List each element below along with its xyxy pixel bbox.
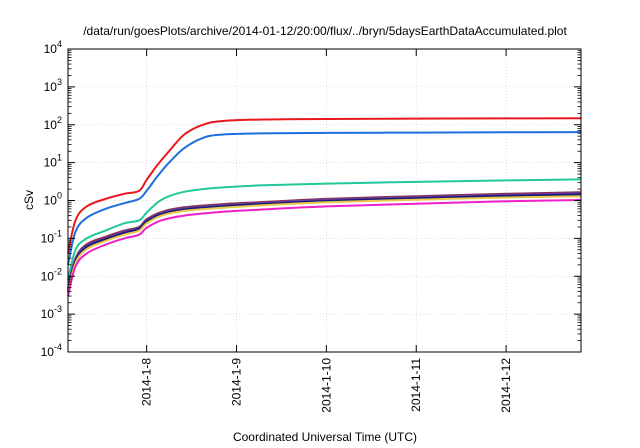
x-tick-label: 2014-1-8: [140, 358, 154, 406]
x-tick-labels: 2014-1-8 2014-1-9 2014-1-10 2014-1-11 2014-1…: [140, 358, 513, 413]
y-tick-label: 104: [44, 39, 62, 56]
axes: [67, 48, 582, 353]
y-tick-label: 102: [44, 115, 62, 132]
x-tick-label: 2014-1-12: [499, 358, 513, 413]
x-tick-label: 2014-1-9: [230, 358, 244, 406]
series-lines: [67, 117, 582, 297]
y-tick-labels: 10-4 10-3 10-2 10-1 100 101 102 103 104: [41, 39, 62, 359]
y-tick-label: 103: [44, 77, 62, 94]
y-tick-label: 10-1: [41, 228, 62, 245]
x-axis-label: Coordinated Universal Time (UTC): [233, 430, 417, 444]
series-line: [67, 178, 582, 281]
series-line: [67, 195, 582, 294]
series-line: [67, 199, 582, 297]
y-tick-label: 10-4: [41, 342, 62, 359]
y-tick-label: 10-2: [41, 266, 62, 283]
grid: [68, 49, 581, 352]
plot-frame: [67, 48, 582, 353]
x-tick-label: 2014-1-10: [319, 358, 333, 413]
x-tick-label: 2014-1-11: [409, 358, 423, 412]
y-tick-label: 10-3: [41, 304, 62, 321]
y-axis-label: cSv: [22, 190, 36, 210]
series-line: [67, 131, 582, 266]
chart-title: /data/run/goesPlots/archive/2014-01-12/2…: [83, 24, 567, 38]
series-line: [67, 117, 582, 254]
y-tick-label: 100: [44, 191, 62, 208]
series-line: [67, 193, 582, 292]
y-tick-label: 101: [44, 153, 62, 170]
series-line: [67, 192, 582, 290]
